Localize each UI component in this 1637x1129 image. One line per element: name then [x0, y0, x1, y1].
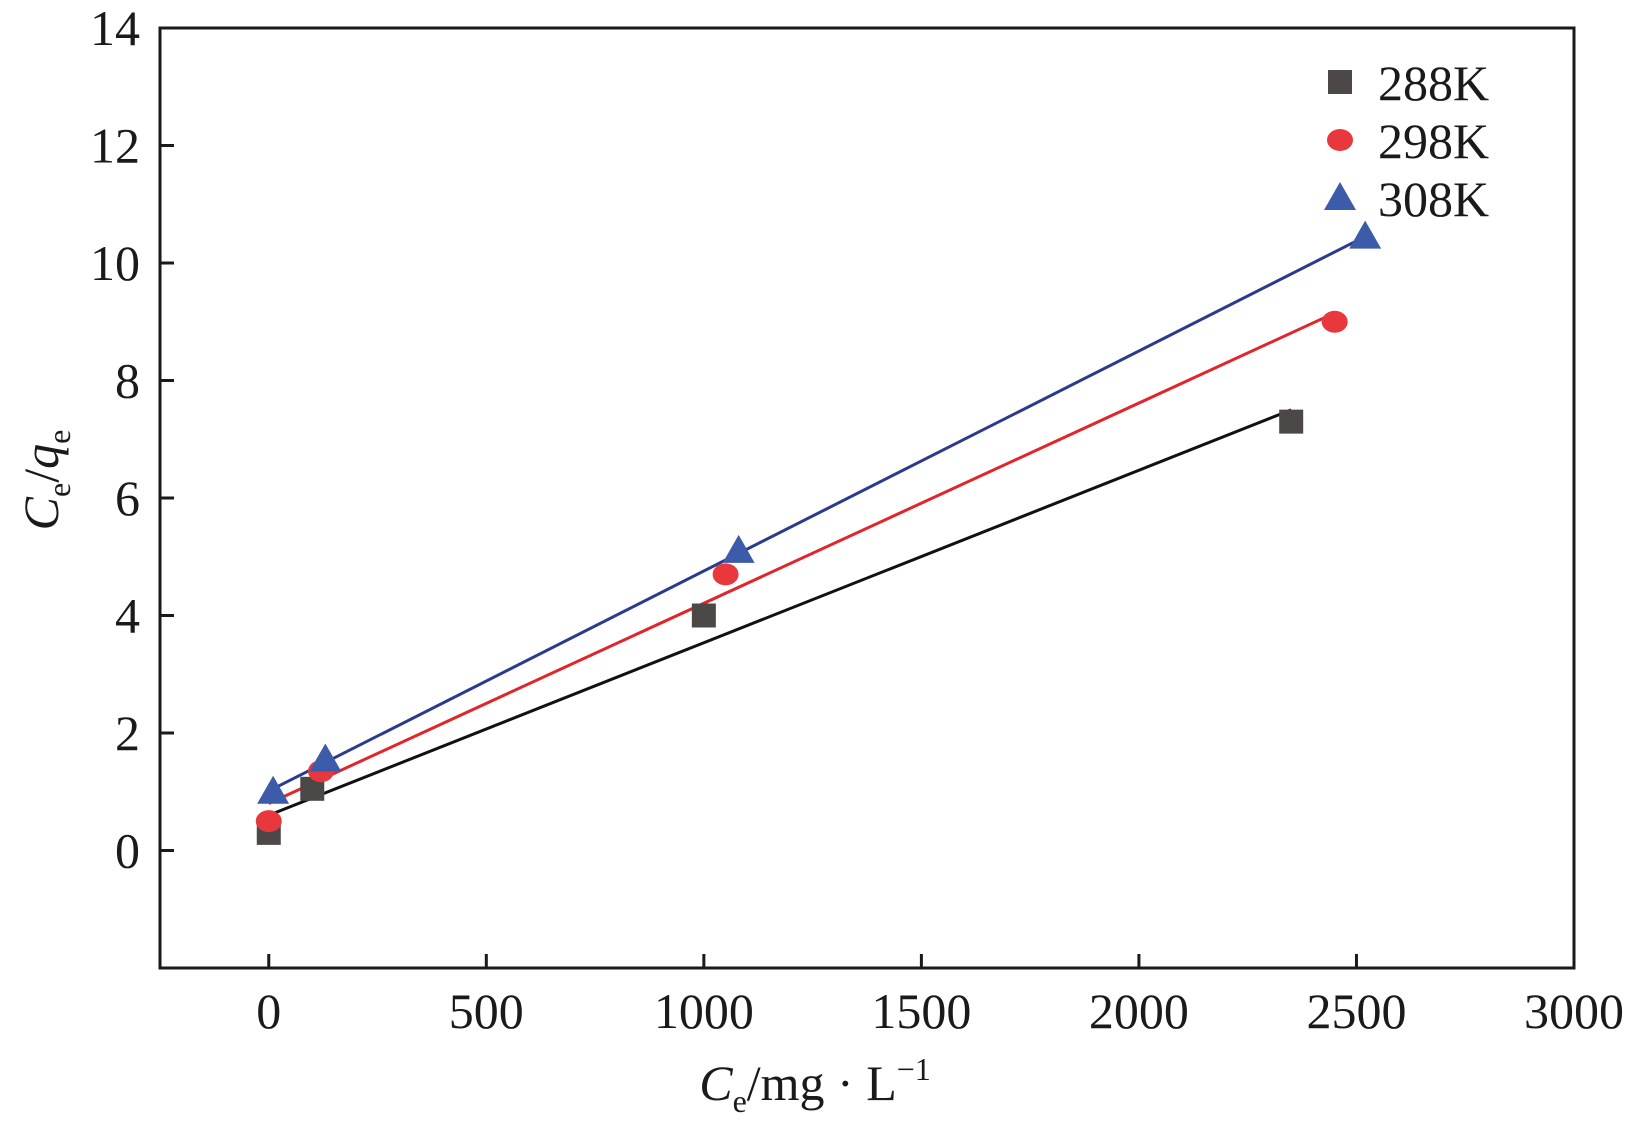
data-point-308K [1349, 220, 1382, 249]
x-tick-label: 0 [256, 983, 281, 1039]
x-tick-label: 2500 [1306, 983, 1406, 1039]
y-axis-ticks: 0 2 4 6 8 10 12 14 [90, 0, 174, 879]
fit-line-308K [272, 235, 1366, 791]
data-point-298K [255, 810, 282, 833]
data-point-288K [691, 603, 716, 628]
y-tick-label: 12 [90, 118, 140, 174]
y-axis-label-slash: / [13, 469, 69, 483]
x-axis-ticks: 0 500 1000 1500 2000 2500 3000 [256, 954, 1624, 1039]
y-axis-label-sub2: e [41, 430, 77, 444]
y-axis-label-q: q [13, 444, 69, 469]
y-tick-label: 8 [115, 353, 140, 409]
x-axis-label-rest: /mg · L [747, 1055, 897, 1111]
y-axis-label-sub1: e [41, 483, 77, 497]
x-tick-label: 1000 [654, 983, 754, 1039]
data-point-308K [257, 775, 290, 804]
data-point-308K [309, 743, 342, 772]
plot-frame [158, 26, 1576, 970]
y-tick-label: 6 [115, 470, 140, 526]
data-point-298K [1321, 310, 1348, 333]
data-point-288K [1279, 409, 1304, 434]
data-point-298K [712, 563, 739, 586]
x-tick-label: 3000 [1524, 983, 1624, 1039]
y-tick-label: 10 [90, 235, 140, 291]
x-tick-label: 1500 [871, 983, 971, 1039]
y-tick-label: 4 [115, 588, 140, 644]
x-axis-label-main: C [699, 1055, 733, 1111]
y-axis-label-c: C [13, 496, 69, 530]
fit-line-288K [268, 408, 1292, 817]
x-tick-label: 500 [449, 983, 524, 1039]
x-tick-label: 2000 [1089, 983, 1189, 1039]
data-markers [255, 220, 1382, 845]
legend-marker-288K [1328, 70, 1352, 94]
x-axis-label-sub: e [733, 1083, 747, 1119]
legend-label: 288K [1378, 55, 1489, 111]
fit-lines [268, 235, 1366, 817]
x-axis-label: Ce/mg · L−1 [699, 1051, 931, 1119]
y-tick-label: 2 [115, 705, 140, 761]
legend-label: 298K [1378, 113, 1489, 169]
legend-marker-298K [1327, 129, 1353, 151]
y-tick-label: 0 [115, 823, 140, 879]
legend-label: 308K [1378, 171, 1489, 227]
x-axis-label-sup: −1 [897, 1051, 931, 1087]
data-point-308K [722, 534, 755, 563]
fit-line-298K [268, 311, 1336, 805]
legend-marker-308K [1324, 182, 1356, 210]
y-axis-label: Ce/qe [13, 430, 77, 531]
y-tick-label: 14 [90, 0, 140, 56]
